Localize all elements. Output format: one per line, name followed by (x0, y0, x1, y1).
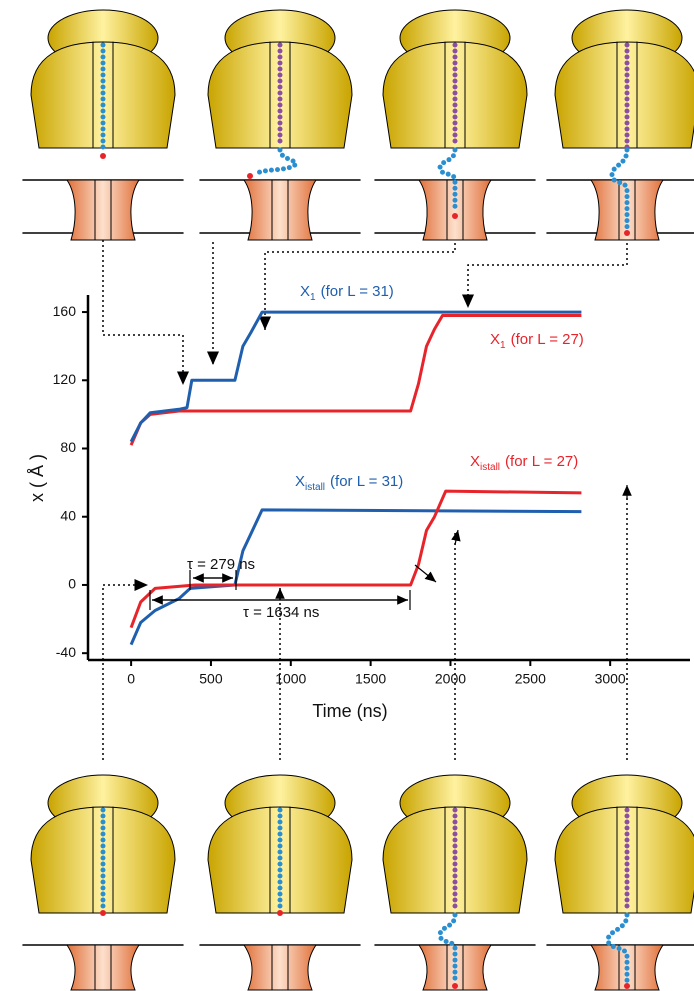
x-tick-label: 3000 (595, 671, 626, 687)
y-tick-label: -40 (56, 644, 76, 660)
interval-arrows (149, 485, 632, 610)
x-tick-label: 0 (127, 671, 135, 687)
y-tick-label: 0 (68, 576, 76, 592)
y-axis-label: x ( Å ) (27, 454, 47, 502)
annotation-rest: (for L = 31) (330, 473, 403, 490)
connectors (102, 240, 628, 760)
annotation: X1 (for L = 27) (490, 331, 584, 351)
plot: -40 0 40 80 120 160 0 500 1000 1500 2000 2500 3000 Ti… (27, 283, 690, 721)
x-tick-label: 1500 (355, 671, 386, 687)
annotation-rest: (for L = 27) (511, 331, 584, 348)
annotation: X1 (for L = 31) (300, 283, 394, 303)
y-tick-label: 40 (60, 507, 76, 523)
annotation-rest: (for L = 31) (321, 283, 394, 300)
annotation-sub: istall (480, 462, 500, 473)
annotation-main: X (490, 331, 500, 348)
annotation-main: X (470, 453, 480, 470)
annotation-sub: istall (305, 482, 325, 493)
bottom-diagrams (22, 774, 694, 991)
series-line (129, 489, 582, 629)
annotation: τ = 1634 ns (243, 604, 319, 621)
x-tick-label: 1000 (275, 671, 306, 687)
x-tick-label: 2500 (515, 671, 546, 687)
annotation: τ = 279 ns (187, 556, 255, 573)
annotation-main: X (295, 473, 305, 490)
y-tick-label: 120 (53, 371, 77, 387)
top-diagrams (22, 9, 694, 241)
annotation: Xistall (for L = 31) (295, 473, 403, 493)
annotation-sub: 1 (310, 292, 316, 303)
annotation-rest: (for L = 27) (505, 453, 578, 470)
annotation: Xistall (for L = 27) (470, 453, 578, 473)
x-tick-label: 500 (199, 671, 223, 687)
x-tick-label: 2000 (435, 671, 466, 687)
series-line (129, 310, 582, 443)
y-tick-label: 160 (53, 303, 77, 319)
annotation-main: X (300, 283, 310, 300)
y-tick-label: 80 (60, 439, 76, 455)
series-line (129, 508, 582, 646)
x-axis-label: Time (ns) (312, 701, 387, 721)
annotation-sub: 1 (500, 340, 506, 351)
